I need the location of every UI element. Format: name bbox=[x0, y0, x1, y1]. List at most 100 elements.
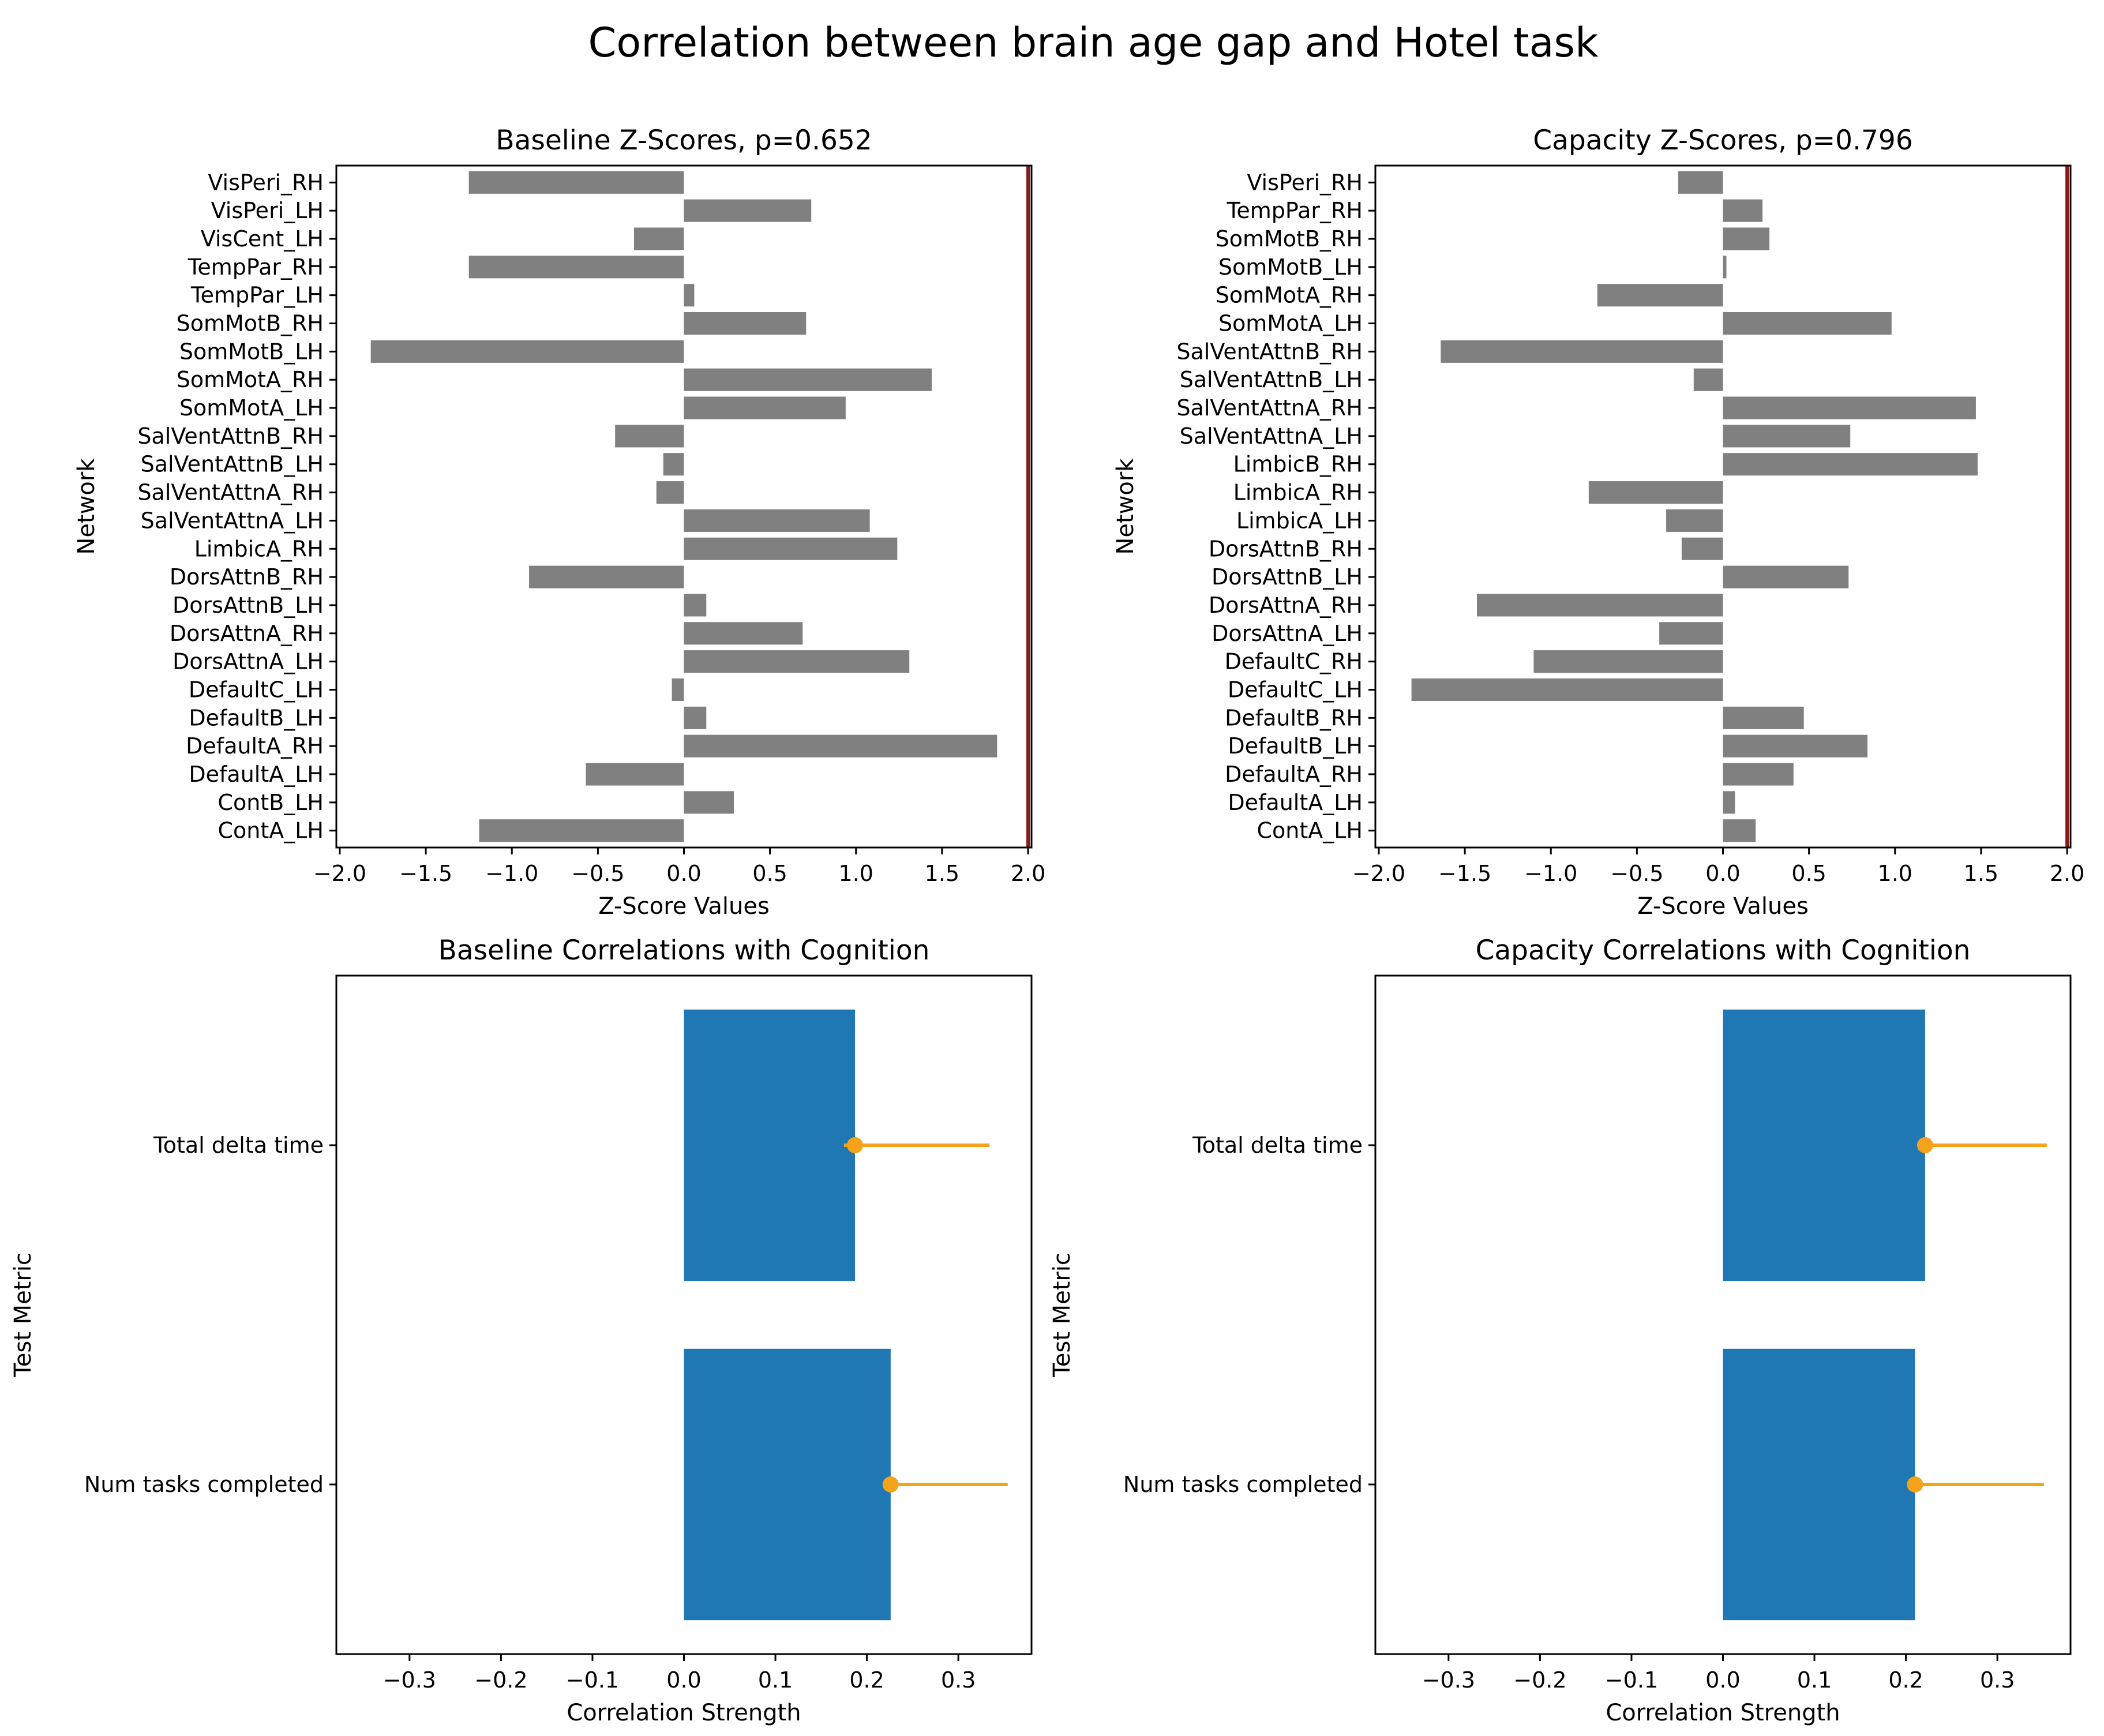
y-tick-label: SalVentAttnA_RH bbox=[1176, 395, 1363, 421]
x-tick-label: 0.3 bbox=[941, 1667, 976, 1693]
x-tick-label: −1.5 bbox=[399, 861, 452, 886]
bar-num-tasks-completed bbox=[684, 1348, 891, 1621]
y-tick-label: SalVentAttnA_RH bbox=[137, 480, 324, 505]
bar-salventattna-rh bbox=[1723, 396, 1976, 419]
bar-limbica-rh bbox=[1588, 481, 1723, 504]
y-tick-label: VisCent_LH bbox=[201, 226, 324, 252]
bar-total-delta-time bbox=[684, 1009, 855, 1281]
y-tick-label: Total delta time bbox=[1192, 1133, 1363, 1158]
bar-limbicb-rh bbox=[1723, 453, 1978, 476]
y-tick-label: ContB_LH bbox=[217, 790, 324, 815]
y-tick-label: DorsAttnA_LH bbox=[1212, 621, 1363, 646]
y-tick-label: TempPar_RH bbox=[1227, 198, 1363, 223]
x-tick-label: 1.5 bbox=[925, 861, 959, 886]
x-tick-label: −2.0 bbox=[1352, 861, 1405, 886]
y-tick-label: SomMotB_RH bbox=[177, 311, 324, 336]
x-tick-label: 1.0 bbox=[839, 861, 873, 886]
y-tick-label: DorsAttnA_RH bbox=[1209, 593, 1363, 618]
error-bar-marker bbox=[882, 1476, 899, 1493]
bar-salventattna-rh bbox=[656, 481, 684, 504]
bar-sommotb-rh bbox=[1723, 227, 1770, 250]
bar-defaulta-lh bbox=[1723, 791, 1735, 814]
y-tick-label: DefaultC_RH bbox=[1225, 649, 1363, 674]
y-axis-label: Network bbox=[1112, 458, 1139, 555]
y-tick-label: DefaultA_LH bbox=[189, 762, 324, 787]
y-tick-label: SalVentAttnB_LH bbox=[1180, 367, 1363, 392]
bar-viscent-lh bbox=[634, 227, 684, 250]
y-tick-label: SomMotB_RH bbox=[1216, 226, 1363, 252]
error-bar-marker bbox=[1907, 1476, 1923, 1493]
y-tick-label: Total delta time bbox=[153, 1133, 324, 1158]
bar-dorsattnb-lh bbox=[684, 594, 707, 617]
y-tick-label: SomMotA_RH bbox=[1216, 283, 1363, 308]
x-axis-label: Correlation Strength bbox=[1606, 1700, 1840, 1726]
y-tick-label: SomMotA_RH bbox=[177, 367, 324, 392]
panel-title: Baseline Z-Scores, p=0.652 bbox=[496, 125, 872, 156]
bar-defaulta-rh bbox=[684, 734, 997, 758]
y-tick-label: DefaultA_RH bbox=[186, 733, 324, 759]
bar-dorsattnb-rh bbox=[529, 565, 684, 588]
x-tick-label: 2.0 bbox=[1011, 861, 1045, 886]
x-axis-label: Z-Score Values bbox=[1637, 893, 1809, 920]
bar-dorsattna-lh bbox=[1659, 622, 1723, 645]
bar-sommota-lh bbox=[684, 396, 846, 419]
bar-dorsattna-rh bbox=[1476, 594, 1723, 617]
bar-defaulta-lh bbox=[586, 763, 684, 786]
panel-title: Capacity Correlations with Cognition bbox=[1476, 935, 1971, 966]
x-tick-label: 0.3 bbox=[1980, 1667, 2015, 1693]
x-tick-label: 0.2 bbox=[849, 1667, 884, 1693]
bar-temppar-lh bbox=[684, 284, 695, 307]
y-tick-label: DefaultB_LH bbox=[1228, 733, 1363, 759]
y-tick-label: LimbicA_LH bbox=[1236, 508, 1363, 533]
bar-salventattna-lh bbox=[684, 509, 870, 532]
bar-limbica-rh bbox=[684, 537, 898, 560]
bar-visperi-rh bbox=[1678, 171, 1723, 194]
x-tick-label: 0.5 bbox=[1791, 861, 1826, 886]
x-tick-label: −0.2 bbox=[474, 1667, 527, 1693]
y-tick-label: DorsAttnA_RH bbox=[170, 621, 324, 646]
bar-dorsattna-rh bbox=[684, 622, 803, 645]
bar-defaultc-rh bbox=[1533, 650, 1723, 673]
x-tick-label: −0.3 bbox=[383, 1667, 436, 1693]
bar-defaultb-lh bbox=[684, 706, 707, 729]
bar-defaultb-lh bbox=[1723, 734, 1868, 758]
y-tick-label: DefaultA_RH bbox=[1225, 762, 1363, 787]
y-tick-label: DefaultC_LH bbox=[189, 677, 324, 702]
bar-salventattnb-lh bbox=[1693, 368, 1723, 391]
y-tick-label: SomMotB_LH bbox=[179, 339, 324, 364]
x-tick-label: −1.5 bbox=[1438, 861, 1491, 886]
y-tick-label: SomMotA_LH bbox=[179, 395, 324, 421]
bar-conta-lh bbox=[479, 819, 684, 842]
x-tick-label: 1.5 bbox=[1964, 861, 1998, 886]
bar-temppar-rh bbox=[468, 256, 684, 279]
x-tick-label: 0.1 bbox=[1797, 1667, 1832, 1693]
y-tick-label: LimbicA_RH bbox=[194, 536, 324, 561]
x-tick-label: −0.5 bbox=[1610, 861, 1663, 886]
y-tick-label: SalVentAttnB_LH bbox=[141, 452, 324, 477]
capacity-zscores-panel: Capacity Z-Scores, p=0.796 VisPeri_RH Temp… bbox=[1112, 125, 2084, 920]
bar-salventattna-lh bbox=[1723, 425, 1851, 448]
y-tick-label: SalVentAttnB_RH bbox=[137, 423, 324, 449]
y-tick-label: DorsAttnB_RH bbox=[1209, 536, 1363, 561]
x-axis-label: Correlation Strength bbox=[567, 1700, 801, 1726]
baseline-zscores-panel: Baseline Z-Scores, p=0.652 VisPeri_RH VisP… bbox=[73, 125, 1045, 920]
bar-contb-lh bbox=[684, 791, 734, 814]
panel-title: Baseline Correlations with Cognition bbox=[438, 935, 930, 966]
y-axis-label: Test Metric bbox=[1049, 1253, 1075, 1378]
bar-sommota-rh bbox=[1597, 284, 1723, 307]
figure-title: Correlation between brain age gap and Ho… bbox=[588, 19, 1599, 66]
y-tick-label: SalVentAttnA_LH bbox=[141, 508, 324, 533]
x-tick-label: −0.2 bbox=[1513, 1667, 1566, 1693]
y-tick-label: DefaultA_LH bbox=[1228, 790, 1363, 815]
bar-conta-lh bbox=[1723, 819, 1756, 842]
baseline-correlations-panel: Baseline Correlations with Cognition Tota… bbox=[10, 935, 1033, 1726]
y-tick-label: LimbicA_RH bbox=[1233, 480, 1363, 505]
bar-sommotb-rh bbox=[684, 312, 807, 335]
x-tick-label: −0.1 bbox=[1605, 1667, 1658, 1693]
x-tick-label: 0.5 bbox=[752, 861, 787, 886]
x-tick-label: −2.0 bbox=[313, 861, 366, 886]
y-tick-label: DorsAttnA_LH bbox=[172, 649, 324, 674]
y-tick-label: SalVentAttnB_RH bbox=[1176, 339, 1363, 364]
bar-defaultc-lh bbox=[1411, 678, 1723, 702]
bar-sommota-lh bbox=[1723, 312, 1892, 335]
